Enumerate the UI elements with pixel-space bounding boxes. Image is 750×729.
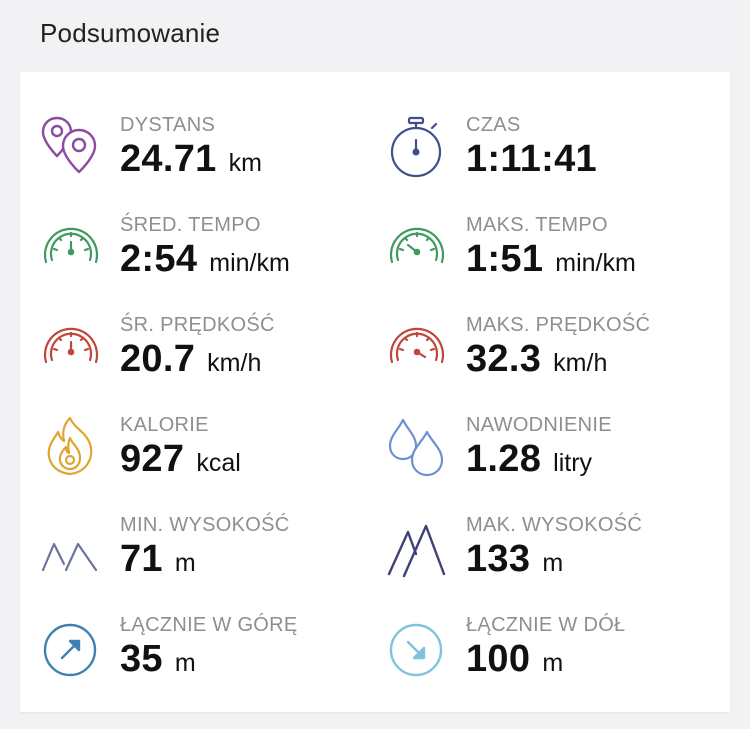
stat-max-pace: MAKS. TEMPO 1:51 min/km [386, 214, 716, 304]
stat-unit: km [228, 149, 262, 177]
stopwatch-icon [386, 114, 448, 186]
stat-calories: KALORIE 927 kcal [40, 414, 370, 504]
stat-unit: m [174, 649, 196, 677]
stat-label: MAKS. TEMPO [466, 214, 608, 236]
stat-value: 71 [120, 538, 163, 580]
stat-max-elevation: MAK. WYSOKOŚĆ 133 m [386, 514, 716, 604]
stat-ascent: ŁĄCZNIE W GÓRĘ 35 m [40, 614, 370, 704]
map-pins-icon [40, 114, 102, 186]
stat-label: KALORIE [120, 414, 209, 436]
stat-value: 20.7 [120, 338, 196, 380]
stat-value: 1.28 [466, 438, 542, 480]
mountains-icon [386, 514, 448, 586]
stat-unit: kcal [196, 449, 241, 477]
stat-descent: ŁĄCZNIE W DÓŁ 100 m [386, 614, 716, 704]
stat-value: 1:51 [466, 238, 544, 280]
stat-value: 24.71 [120, 138, 217, 180]
stat-unit: min/km [555, 249, 636, 277]
stat-distance: DYSTANS 24.71 km [40, 114, 370, 204]
stat-value: 100 [466, 638, 531, 680]
stat-unit: m [542, 549, 564, 577]
stat-label: ŚRED. TEMPO [120, 214, 261, 236]
stat-value: 2:54 [120, 238, 198, 280]
stat-label: ŁĄCZNIE W GÓRĘ [120, 614, 298, 636]
summary-card: DYSTANS 24.71 km CZAS 1:11:41 [20, 72, 730, 712]
stat-value: 133 [466, 538, 531, 580]
stat-unit: m [174, 549, 196, 577]
arrow-up-right-icon [40, 614, 102, 686]
stat-value: 927 [120, 438, 185, 480]
stat-value: 1:11:41 [466, 138, 597, 180]
stat-value: 35 [120, 638, 163, 680]
gauge-icon [386, 314, 448, 386]
gauge-icon [40, 314, 102, 386]
stat-label: CZAS [466, 114, 521, 136]
stat-unit: km/h [553, 349, 608, 377]
section-title: Podsumowanie [40, 18, 221, 48]
mountains-icon [40, 514, 102, 586]
stat-label: MAKS. PRĘDKOŚĆ [466, 314, 651, 336]
stat-label: NAWODNIENIE [466, 414, 612, 436]
stat-avg-speed: ŚR. PRĘDKOŚĆ 20.7 km/h [40, 314, 370, 404]
stat-time: CZAS 1:11:41 [386, 114, 716, 204]
stat-value: 32.3 [466, 338, 542, 380]
stat-label: ŁĄCZNIE W DÓŁ [466, 614, 626, 636]
flame-icon [40, 414, 102, 486]
gauge-icon [40, 214, 102, 286]
stat-unit: km/h [207, 349, 262, 377]
stat-unit: min/km [209, 249, 290, 277]
stat-max-speed: MAKS. PRĘDKOŚĆ 32.3 km/h [386, 314, 716, 404]
stat-avg-pace: ŚRED. TEMPO 2:54 min/km [40, 214, 370, 304]
stat-hydration: NAWODNIENIE 1.28 litry [386, 414, 716, 504]
stat-label: MIN. WYSOKOŚĆ [120, 514, 290, 536]
stat-unit: m [542, 649, 564, 677]
gauge-icon [386, 214, 448, 286]
stat-label: DYSTANS [120, 114, 216, 136]
water-drops-icon [386, 414, 448, 486]
stat-unit: litry [553, 449, 593, 477]
stat-label: MAK. WYSOKOŚĆ [466, 514, 643, 536]
arrow-down-right-icon [386, 614, 448, 686]
stat-label: ŚR. PRĘDKOŚĆ [120, 314, 275, 336]
stat-min-elevation: MIN. WYSOKOŚĆ 71 m [40, 514, 370, 604]
